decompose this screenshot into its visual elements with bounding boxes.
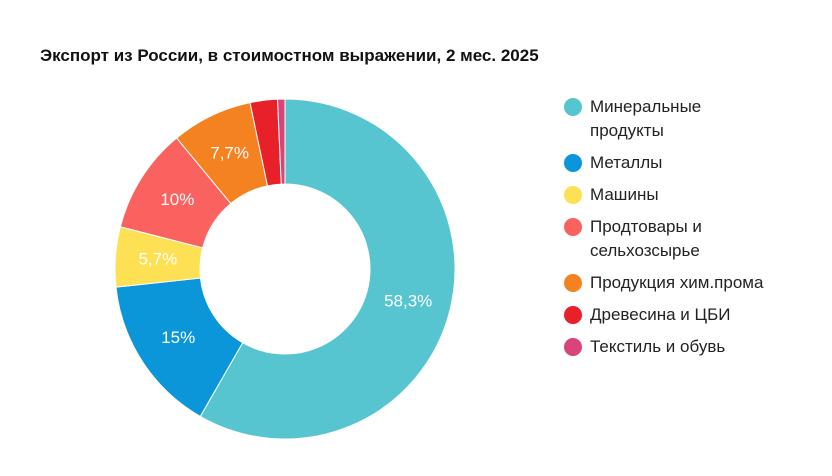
value-label: 7,7% — [210, 144, 249, 163]
legend-label: Текстиль и обувь — [590, 337, 726, 356]
legend-label: Металлы — [590, 153, 663, 172]
legend-label: Продтовары и сельхозсырье — [590, 217, 702, 260]
value-label: 5,7% — [138, 249, 177, 268]
legend-swatch — [564, 154, 582, 172]
legend-swatch — [564, 306, 582, 324]
value-label: 58,3% — [384, 291, 432, 310]
legend: Минеральные продукты Металлы Машины Продтов… — [562, 95, 777, 367]
legend-item: Продтовары и сельхозсырье — [562, 215, 777, 263]
value-label: 15% — [161, 328, 195, 347]
legend-swatch — [564, 186, 582, 204]
legend-item: Древесина и ЦБИ — [562, 303, 777, 327]
value-label: 10% — [160, 190, 194, 209]
legend-item: Минеральные продукты — [562, 95, 777, 143]
legend-label: Древесина и ЦБИ — [590, 305, 731, 324]
legend-swatch — [564, 98, 582, 116]
legend-swatch — [564, 274, 582, 292]
legend-label: Минеральные продукты — [590, 97, 702, 140]
legend-swatch — [564, 218, 582, 236]
legend-swatch — [564, 338, 582, 356]
legend-label: Продукция хим.прома — [590, 273, 764, 292]
legend-item: Продукция хим.прома — [562, 271, 777, 295]
donut-slice — [199, 98, 456, 440]
chart-title: Экспорт из России, в стоимостном выражен… — [40, 46, 539, 65]
legend-item: Машины — [562, 183, 777, 207]
legend-item: Металлы — [562, 151, 777, 175]
donut-slice — [277, 98, 286, 185]
legend-label: Машины — [590, 185, 659, 204]
legend-item: Текстиль и обувь — [562, 335, 777, 359]
